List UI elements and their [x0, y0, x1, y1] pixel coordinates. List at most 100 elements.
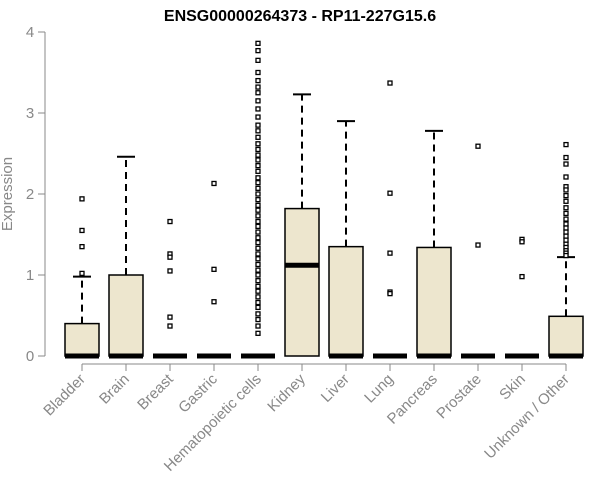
outlier-point [563, 141, 569, 148]
outlier-point [167, 268, 173, 274]
outlier-point [387, 290, 393, 297]
outlier-point [387, 80, 393, 86]
outlier-point [255, 213, 261, 219]
outlier-point [519, 273, 525, 280]
outlier-point [167, 314, 173, 320]
y-tick-label: 0 [26, 348, 34, 365]
outlier-point [563, 237, 569, 243]
outlier-point [255, 323, 261, 329]
outlier-point [563, 252, 569, 259]
outlier-point [563, 174, 569, 180]
outlier-point [255, 134, 261, 140]
outlier-point [475, 242, 481, 248]
outlier-point [255, 288, 261, 294]
outlier-point [255, 272, 261, 278]
outlier-point [211, 299, 217, 305]
x-tick-label: Kidney [264, 370, 309, 415]
outlier-point [255, 229, 261, 235]
box [328, 245, 364, 357]
outlier-point [255, 202, 261, 208]
outlier-point [255, 157, 261, 163]
outlier-point [255, 235, 261, 241]
y-axis-label: Expression [0, 157, 16, 231]
outlier-point [255, 223, 261, 230]
outlier-point [255, 294, 261, 300]
outlier-point [255, 245, 261, 251]
box [108, 274, 144, 357]
outlier-point [255, 141, 261, 147]
outlier-point [79, 196, 85, 202]
x-tick-label: Brain [96, 371, 133, 408]
outlier-point [563, 205, 569, 211]
outlier-point [255, 175, 261, 181]
outlier-point [255, 218, 261, 225]
outlier-point [255, 197, 261, 203]
outlier-point [563, 233, 569, 239]
outlier-point [255, 146, 261, 153]
outlier-point [255, 77, 261, 84]
outlier-point [519, 239, 525, 245]
outlier-point [563, 198, 569, 204]
y-tick-label: 1 [26, 267, 34, 284]
outlier-point [255, 128, 261, 134]
outlier-point [211, 180, 217, 187]
outlier-point [167, 218, 173, 225]
outlier-point [79, 243, 85, 250]
outlier-point [211, 266, 217, 272]
outlier-point [255, 40, 261, 46]
outlier-point [255, 207, 261, 213]
outlier-point [255, 57, 261, 63]
box [548, 315, 584, 357]
x-tick-label: Prostate [433, 371, 485, 423]
outlier-point [255, 267, 261, 273]
outlier-point [563, 161, 569, 167]
outlier-point [79, 270, 85, 277]
outlier-point [563, 216, 569, 222]
outlier-point [563, 154, 569, 161]
outlier-point [255, 330, 261, 336]
outlier-point [255, 299, 261, 306]
outlier-point [563, 225, 569, 231]
outlier-point [387, 250, 393, 256]
outlier-point [563, 210, 569, 217]
outlier-point [255, 168, 261, 174]
box [64, 322, 100, 357]
outlier-point [255, 261, 261, 268]
outlier-point [475, 143, 481, 149]
x-tick-label: Breast [134, 370, 177, 413]
outlier-point [255, 316, 261, 323]
outlier-point [255, 84, 261, 90]
outlier-point [255, 114, 261, 120]
outlier-point [255, 283, 261, 289]
outlier-point [255, 106, 261, 112]
outlier-point [167, 323, 173, 329]
outlier-point [79, 227, 85, 234]
outlier-point [387, 190, 393, 196]
outlier-point [255, 256, 261, 262]
x-tick-label: Lung [361, 371, 397, 407]
y-tick-label: 4 [26, 24, 34, 41]
outlier-point [563, 221, 569, 227]
outlier-point [255, 278, 261, 284]
outlier-point [255, 122, 261, 128]
outlier-point [255, 98, 261, 104]
x-tick-label: Bladder [40, 371, 89, 420]
outlier-point [167, 254, 173, 260]
outlier-point [255, 304, 261, 311]
outlier-point [563, 187, 569, 193]
chart-title: ENSG00000264373 - RP11-227G15.6 [163, 8, 437, 25]
box [284, 207, 320, 357]
x-tick-label: Liver [318, 371, 353, 406]
outlier-point [255, 251, 261, 257]
y-tick-label: 2 [26, 186, 34, 203]
y-tick-label: 3 [26, 105, 34, 122]
outlier-point [255, 191, 261, 197]
outlier-point [255, 311, 261, 317]
outlier-point [255, 69, 261, 76]
box [416, 246, 452, 357]
outlier-point [255, 239, 261, 246]
outlier-point [255, 47, 261, 54]
outlier-point [255, 180, 261, 186]
outlier-point [255, 152, 261, 158]
